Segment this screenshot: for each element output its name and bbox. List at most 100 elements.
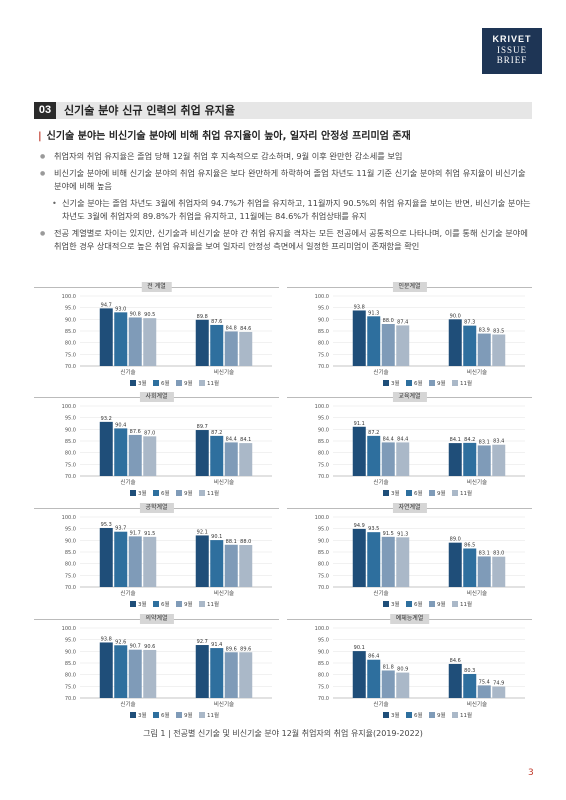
data-label: 88.1 [226,539,237,545]
bar [477,685,491,698]
data-label: 86.4 [368,654,379,660]
data-label: 87.2 [368,430,379,436]
data-label: 90.1 [211,534,222,540]
bar [210,324,224,366]
legend-swatch [429,490,435,496]
y-tick-label: 80.0 [318,673,329,679]
bar [396,537,410,587]
data-label: 91.7 [130,530,141,536]
bar [99,421,113,476]
data-label: 83.0 [493,551,504,557]
y-tick-label: 80.0 [65,341,76,347]
bar [224,331,238,366]
data-label: 92.1 [197,529,208,535]
legend-label: 9월 [437,711,446,719]
y-tick-label: 85.0 [318,329,329,335]
data-label: 90.7 [130,644,141,650]
y-tick-label: 85.0 [65,439,76,445]
legend-swatch [199,601,205,607]
y-tick-label: 80.0 [65,673,76,679]
data-label: 84.4 [383,436,394,442]
category-label: 신기술 [120,700,135,708]
sub-bullet-item: 신기술 분야는 졸업 차년도 3월에 취업자의 94.7%가 취업을 유지하고,… [40,197,535,223]
bar [381,670,395,698]
chart-title: 사회계열 [139,392,174,402]
y-tick-label: 90.0 [318,649,329,655]
y-tick-label: 70.0 [318,696,329,702]
chart-svg: 100.0 95.0 90.0 85.0 80.0 75.0 70.0 95.393.7 91.… [62,515,272,608]
category-label: 비신기술 [467,368,487,376]
category-label: 신기술 [120,589,135,597]
y-tick-label: 75.0 [318,684,329,690]
data-label: 92.7 [197,639,208,645]
data-label: 91.1 [354,421,365,427]
legend-label: 6월 [161,711,170,719]
bar [128,434,142,476]
data-label: 83.1 [479,439,490,445]
legend-swatch [130,601,136,607]
data-label: 89.6 [226,646,237,652]
data-label: 84.2 [464,437,475,443]
data-label: 87.0 [144,430,155,436]
legend-label: 11월 [460,711,472,719]
bar [195,645,209,698]
y-tick-label: 100.0 [315,294,329,300]
bar [114,645,128,698]
figure-caption: 그림 1 | 전공별 신기술 및 비신기술 분야 12월 취업자의 취업 유지율… [143,729,423,738]
y-tick-label: 100.0 [315,404,329,410]
data-label: 87.2 [211,430,222,436]
data-label: 83.9 [479,328,490,334]
bar [477,445,491,476]
bar [99,308,113,366]
chart-title-bar: 전 계열 [34,282,279,292]
category-label: 비신기술 [467,478,487,486]
legend-label: 6월 [161,489,170,497]
bar [114,312,128,366]
chart-title: 공학계열 [139,503,174,513]
bar [492,556,506,587]
legend-label: 9월 [184,711,193,719]
data-label: 91.4 [211,642,222,648]
bar [352,426,366,476]
data-label: 91.5 [383,531,394,537]
section-number: 03 [34,102,56,119]
y-tick-label: 85.0 [318,550,329,556]
krivet-issue-brief-logo: KRIVET ISSUE BRIEF [482,28,542,74]
y-tick-label: 90.0 [65,427,76,433]
legend-label: 3월 [138,379,147,387]
data-label: 93.2 [101,416,112,422]
bar [99,527,113,587]
bar [448,663,462,698]
bar-chart-panel: 전 계열 100.0 95.0 90.0 85.0 80.0 75.0 70.0 94.7 93.… [34,282,279,390]
y-tick-label: 75.0 [65,352,76,358]
bar [367,659,381,698]
bar [239,443,253,476]
bullet-item: 비신기술 분야에 비해 신기술 분야의 취업 유지율은 보다 완만하게 하락하여… [40,167,535,193]
category-label: 비신기술 [214,368,234,376]
y-tick-label: 75.0 [65,573,76,579]
legend-swatch [383,380,389,386]
bar [143,436,157,476]
bar [143,318,157,366]
data-label: 83.1 [479,550,490,556]
y-tick-label: 80.0 [65,451,76,457]
bar [367,532,381,587]
bar [367,316,381,366]
bar [114,428,128,476]
legend-swatch [176,601,182,607]
bar [195,319,209,366]
category-label: 신기술 [120,368,135,376]
y-tick-label: 95.0 [318,527,329,533]
data-label: 89.7 [197,424,208,430]
data-label: 84.1 [450,437,461,443]
headline-text: 신기술 분야는 비신기술 분야에 비해 취업 유지율이 높아, 일자리 안정성 … [46,131,411,142]
y-tick-label: 90.0 [318,317,329,323]
category-label: 비신기술 [467,589,487,597]
chart-title-bar: 교육계열 [287,392,532,402]
bar [224,442,238,476]
data-label: 83.5 [493,329,504,335]
y-tick-label: 70.0 [65,585,76,591]
legend-label: 11월 [207,489,219,497]
bar [224,544,238,587]
legend-swatch [153,601,159,607]
